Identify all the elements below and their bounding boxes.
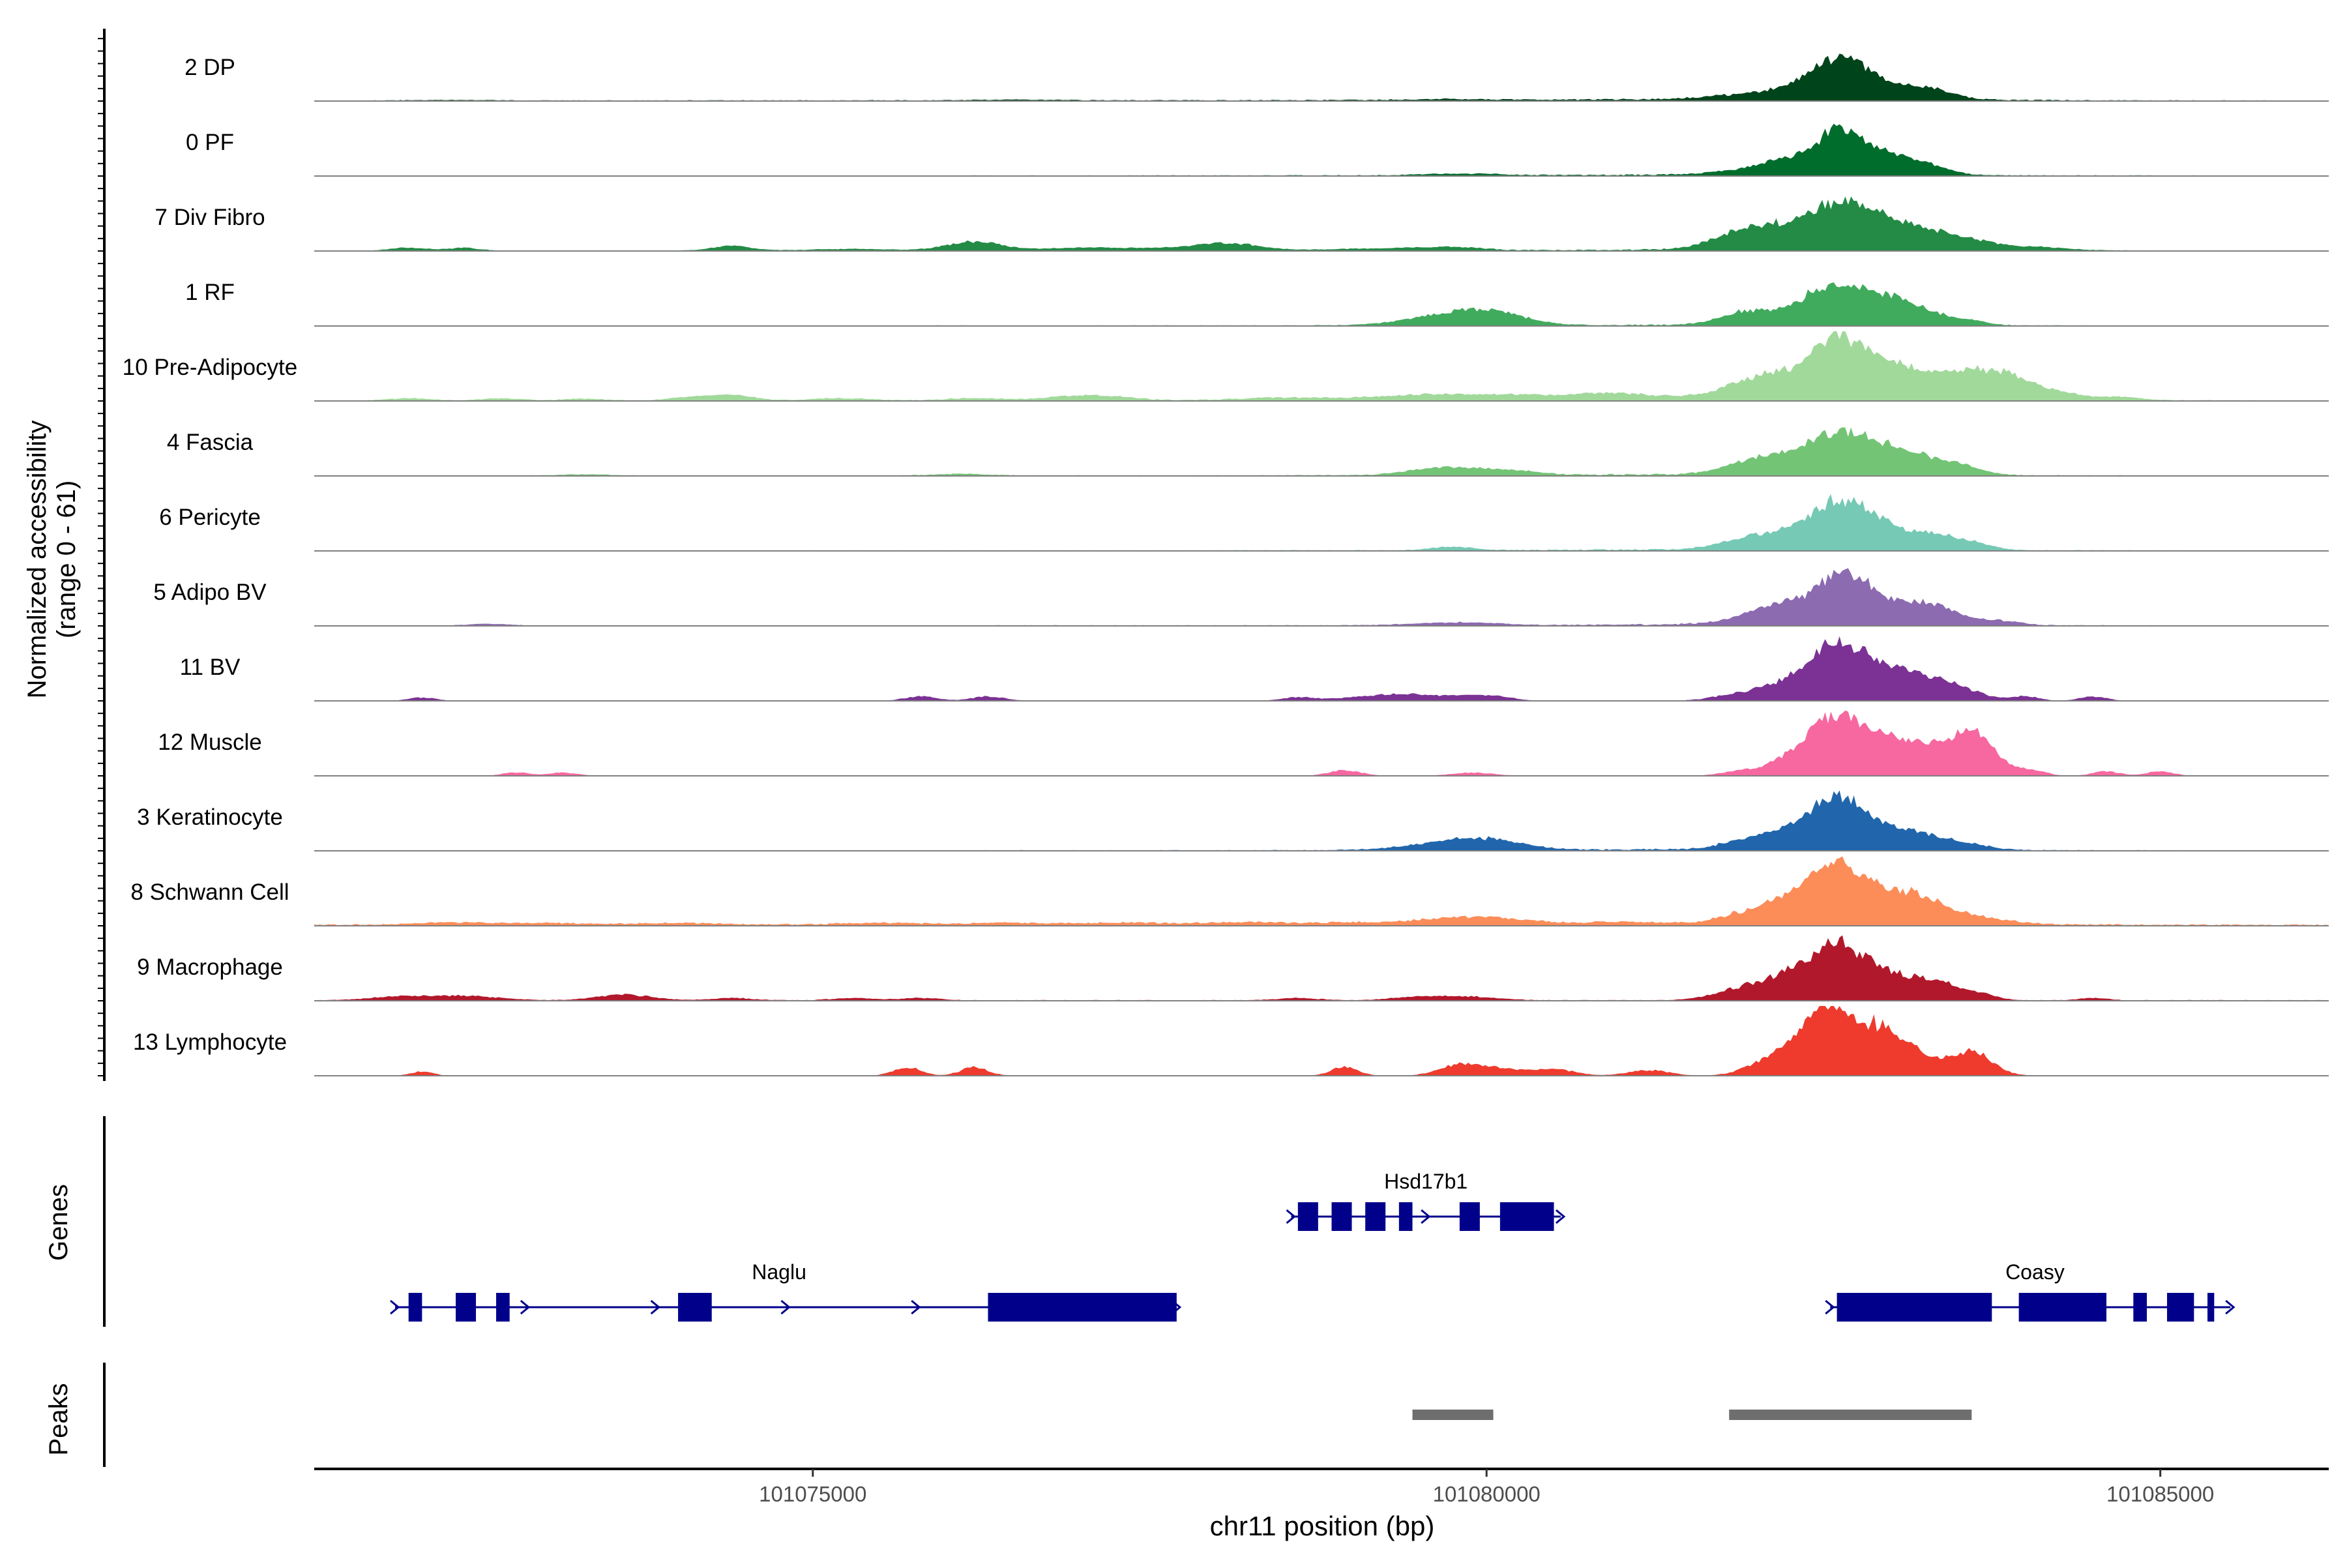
track-14: 13 Lymphocyte <box>133 1006 2329 1076</box>
track-4: 1 RF <box>185 280 2329 327</box>
strand-chevron <box>1825 1299 1835 1315</box>
gene-exon <box>2166 1293 2194 1322</box>
track-13: 9 Macrophage <box>137 935 2329 1001</box>
peak-track <box>103 1363 1972 1467</box>
gene-exon <box>988 1293 1177 1322</box>
track-label: 11 BV <box>180 655 241 680</box>
gene-exon <box>496 1293 510 1322</box>
gene-exon <box>1331 1202 1352 1231</box>
gene-exon <box>2133 1293 2147 1322</box>
track-label: 6 Pericyte <box>159 505 261 530</box>
track-10: 12 Muscle <box>158 710 2329 777</box>
strand-chevron <box>1421 1209 1431 1224</box>
gene-exon <box>1398 1202 1413 1231</box>
gene-exon <box>1365 1202 1386 1231</box>
track-signal <box>314 636 2329 701</box>
track-signal <box>314 710 2329 776</box>
track-1: 2 DP <box>185 53 2329 102</box>
track-7: 6 Pericyte <box>159 494 2329 552</box>
track-signal <box>314 1006 2329 1076</box>
gene-exon <box>408 1293 422 1322</box>
track-label: 10 Pre-Adipocyte <box>123 355 297 380</box>
gene-exon <box>1459 1202 1480 1231</box>
track-label: 1 RF <box>185 280 235 305</box>
gene-label: Hsd17b1 <box>1384 1170 1468 1193</box>
gene-naglu: Naglu <box>390 1260 1182 1322</box>
strand-chevron <box>780 1299 791 1315</box>
track-9: 11 BV <box>180 636 2329 702</box>
y-axis-range-label: (range 0 - 61) <box>52 481 81 638</box>
strand-chevron <box>390 1299 400 1315</box>
track-3: 7 Div Fibro <box>155 196 2329 252</box>
x-axis-label: chr11 position (bp) <box>1210 1511 1435 1541</box>
track-signal <box>314 196 2329 251</box>
track-signal <box>314 856 2329 926</box>
track-signal <box>314 494 2329 551</box>
track-signal <box>314 935 2329 1001</box>
peak-region <box>1729 1410 1972 1420</box>
x-tick-label: 101080000 <box>1433 1482 1541 1506</box>
track-6: 4 Fascia <box>167 427 2329 477</box>
track-label: 2 DP <box>185 55 235 80</box>
accessibility-tracks: 2 DP 0 PF 7 Div Fibro 1 RF 10 Pre-Adipocyte 4… <box>123 53 2329 1076</box>
track-label: 0 PF <box>186 130 234 155</box>
track-signal <box>314 53 2329 101</box>
gene-exon <box>1837 1293 1992 1322</box>
track-signal <box>314 123 2329 176</box>
gene-label: Coasy <box>2005 1260 2065 1284</box>
strand-chevron <box>650 1299 660 1315</box>
track-8: 5 Adipo BV <box>153 568 2329 627</box>
gene-exon <box>1297 1202 1318 1231</box>
gene-coasy: Coasy <box>1825 1260 2236 1322</box>
peak-region <box>1412 1410 1494 1420</box>
strand-chevron <box>1555 1209 1566 1224</box>
track-label: 7 Div Fibro <box>155 205 265 230</box>
track-label: 12 Muscle <box>158 730 262 755</box>
track-5: 10 Pre-Adipocyte <box>123 331 2329 402</box>
strand-chevron <box>1286 1209 1296 1224</box>
track-label: 13 Lymphocyte <box>133 1029 287 1055</box>
track-signal <box>314 790 2329 851</box>
track-12: 8 Schwann Cell <box>130 856 2329 926</box>
track-signal <box>314 331 2329 401</box>
gene-exon <box>2018 1293 2106 1322</box>
track-label: 8 Schwann Cell <box>130 880 289 905</box>
track-label: 9 Macrophage <box>137 954 283 980</box>
x-tick-label: 101075000 <box>759 1482 866 1506</box>
track-label: 3 Keratinocyte <box>137 805 283 830</box>
track-signal <box>314 282 2329 326</box>
gene-exon <box>678 1293 712 1322</box>
track-11: 3 Keratinocyte <box>137 790 2329 851</box>
track-label: 5 Adipo BV <box>153 580 267 605</box>
gene-track: Hsd17b1 Naglu Coasy <box>103 1116 2236 1327</box>
gene-hsd17b1: Hsd17b1 <box>1286 1170 1566 1231</box>
track-2: 0 PF <box>186 123 2329 177</box>
gene-exon <box>1499 1202 1554 1231</box>
strand-chevron <box>520 1299 531 1315</box>
y-axis <box>98 29 106 1081</box>
track-signal <box>314 427 2329 476</box>
genes-panel-label: Genes <box>44 1184 73 1261</box>
strand-chevron <box>911 1299 921 1315</box>
peaks-panel-label: Peaks <box>44 1383 73 1455</box>
x-axis: 101075000 101080000 101085000 <box>314 1468 2329 1506</box>
gene-label: Naglu <box>752 1260 806 1284</box>
strand-chevron <box>2225 1299 2236 1315</box>
track-label: 4 Fascia <box>167 430 254 455</box>
x-tick-label: 101085000 <box>2106 1482 2214 1506</box>
y-axis-title: Normalized accessibility (range 0 - 61) <box>23 421 81 699</box>
gene-exon <box>456 1293 477 1322</box>
track-signal <box>314 568 2329 626</box>
gene-exon <box>2207 1293 2215 1322</box>
y-axis-label: Normalized accessibility <box>23 421 52 699</box>
